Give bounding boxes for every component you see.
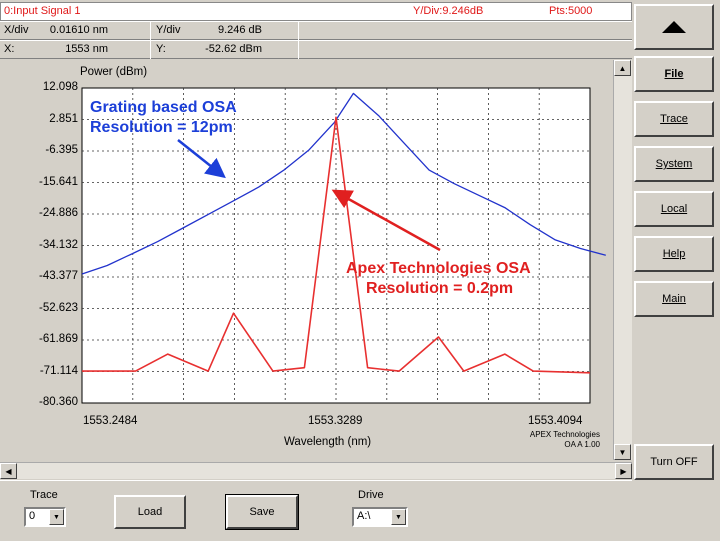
signal-status-bar: 0:Input Signal 1 Y/Div:9.246dB Pts:5000 [0, 2, 632, 21]
y-tick-label: -52.623 [38, 301, 78, 314]
drive-select[interactable]: A:\ ▼ [352, 507, 408, 527]
spectrum-plot[interactable]: Grating based OSA Resolution = 12pm Apex T… [0, 60, 612, 462]
trace-button[interactable]: Trace [634, 101, 714, 137]
x-tick-label: 1553.2484 [83, 415, 138, 427]
y-tick-label: -24.886 [38, 207, 78, 219]
drive-label: Drive [358, 489, 384, 501]
readout-row-cursor: X: 1553 nm Y: -52.62 dBm [0, 40, 632, 59]
local-button[interactable]: Local [634, 191, 714, 227]
cursor-x-label: X: [4, 43, 15, 55]
grating-annotation-line1: Grating based OSA [90, 99, 237, 116]
chevron-down-icon[interactable]: ▼ [49, 509, 64, 525]
x-tick-label: 1553.4094 [528, 415, 583, 427]
series-line-2 [82, 116, 591, 374]
help-button[interactable]: Help [634, 236, 714, 272]
series-line-1 [81, 92, 606, 275]
bottom-controls: Trace 0 ▼ Load Save Drive A:\ ▼ [0, 480, 632, 541]
chevron-down-icon[interactable]: ▼ [391, 509, 406, 525]
ydiv-label: Y/div [156, 24, 181, 36]
triangle-up-icon [662, 21, 686, 33]
y-tick-label: -80.360 [38, 396, 78, 408]
trace-select-value: 0 [29, 510, 36, 522]
cursor-x-value: 1553 nm [65, 43, 108, 55]
y-tick-label: 2.851 [49, 112, 78, 125]
y-tick-label: -15.641 [38, 175, 78, 188]
vendor-label: APEX Technologies [529, 430, 600, 439]
save-button[interactable]: Save [225, 494, 299, 530]
apex-arrow [331, 189, 441, 252]
trace-label: Trace [30, 489, 58, 501]
ydiv-status: Y/Div:9.246dB [413, 5, 484, 17]
y-tick-label: -6.395 [45, 144, 78, 156]
y-tick-label: -34.132 [38, 238, 78, 251]
spectrum-chart-panel[interactable]: Power (dBm) 12.098 2.851 -6.395 -15.641 -24.… [0, 60, 612, 462]
trace-select[interactable]: 0 ▼ [24, 507, 66, 527]
y-tick-label: -61.869 [38, 333, 78, 345]
scroll-right-icon[interactable]: ▶ [615, 463, 632, 479]
file-button[interactable]: File [634, 56, 714, 92]
xdiv-value: 0.01610 nm [49, 24, 108, 36]
system-button[interactable]: System [634, 146, 714, 182]
xdiv-label: X/div [4, 24, 29, 36]
apex-annotation-line2: Resolution = 0.2pm [366, 280, 513, 297]
points-status: Pts:5000 [549, 5, 593, 17]
scroll-up-icon[interactable]: ▲ [614, 60, 631, 76]
signal-label: 0:Input Signal 1 [4, 5, 81, 17]
readout-row-div: X/div 0.01610 nm Y/div 9.246 dB [0, 21, 632, 40]
x-axis-title: Wavelength (nm) [284, 436, 372, 448]
horizontal-scrollbar[interactable]: ◀ ▶ [0, 462, 632, 479]
scroll-left-icon[interactable]: ◀ [0, 463, 17, 479]
x-tick-label: 1553.3289 [308, 415, 363, 427]
scroll-down-icon[interactable]: ▼ [614, 444, 631, 460]
drive-select-value: A:\ [357, 510, 371, 522]
version-label: OA A 1.00 [564, 440, 600, 449]
plot-area [81, 87, 591, 404]
cursor-y-value: -52.62 dBm [205, 43, 262, 55]
page-up-button[interactable] [634, 4, 714, 50]
y-tick-label: -43.377 [38, 270, 78, 282]
turn-off-button[interactable]: Turn OFF [634, 444, 714, 480]
y-tick-label: -71.114 [39, 364, 78, 377]
ydiv-value: 9.246 dB [217, 24, 262, 36]
grating-annotation-line2: Resolution = 12pm [90, 119, 233, 136]
vertical-scrollbar[interactable]: ▲ ▼ [613, 60, 632, 460]
y-axis-title: Power (dBm) [80, 66, 148, 78]
grating-arrow [177, 139, 226, 179]
y-tick-label: 12.098 [42, 81, 78, 93]
main-button[interactable]: Main [634, 281, 714, 317]
apex-annotation-line1: Apex Technologies OSA [346, 260, 531, 277]
cursor-y-label: Y: [156, 43, 166, 55]
load-button[interactable]: Load [114, 495, 186, 529]
